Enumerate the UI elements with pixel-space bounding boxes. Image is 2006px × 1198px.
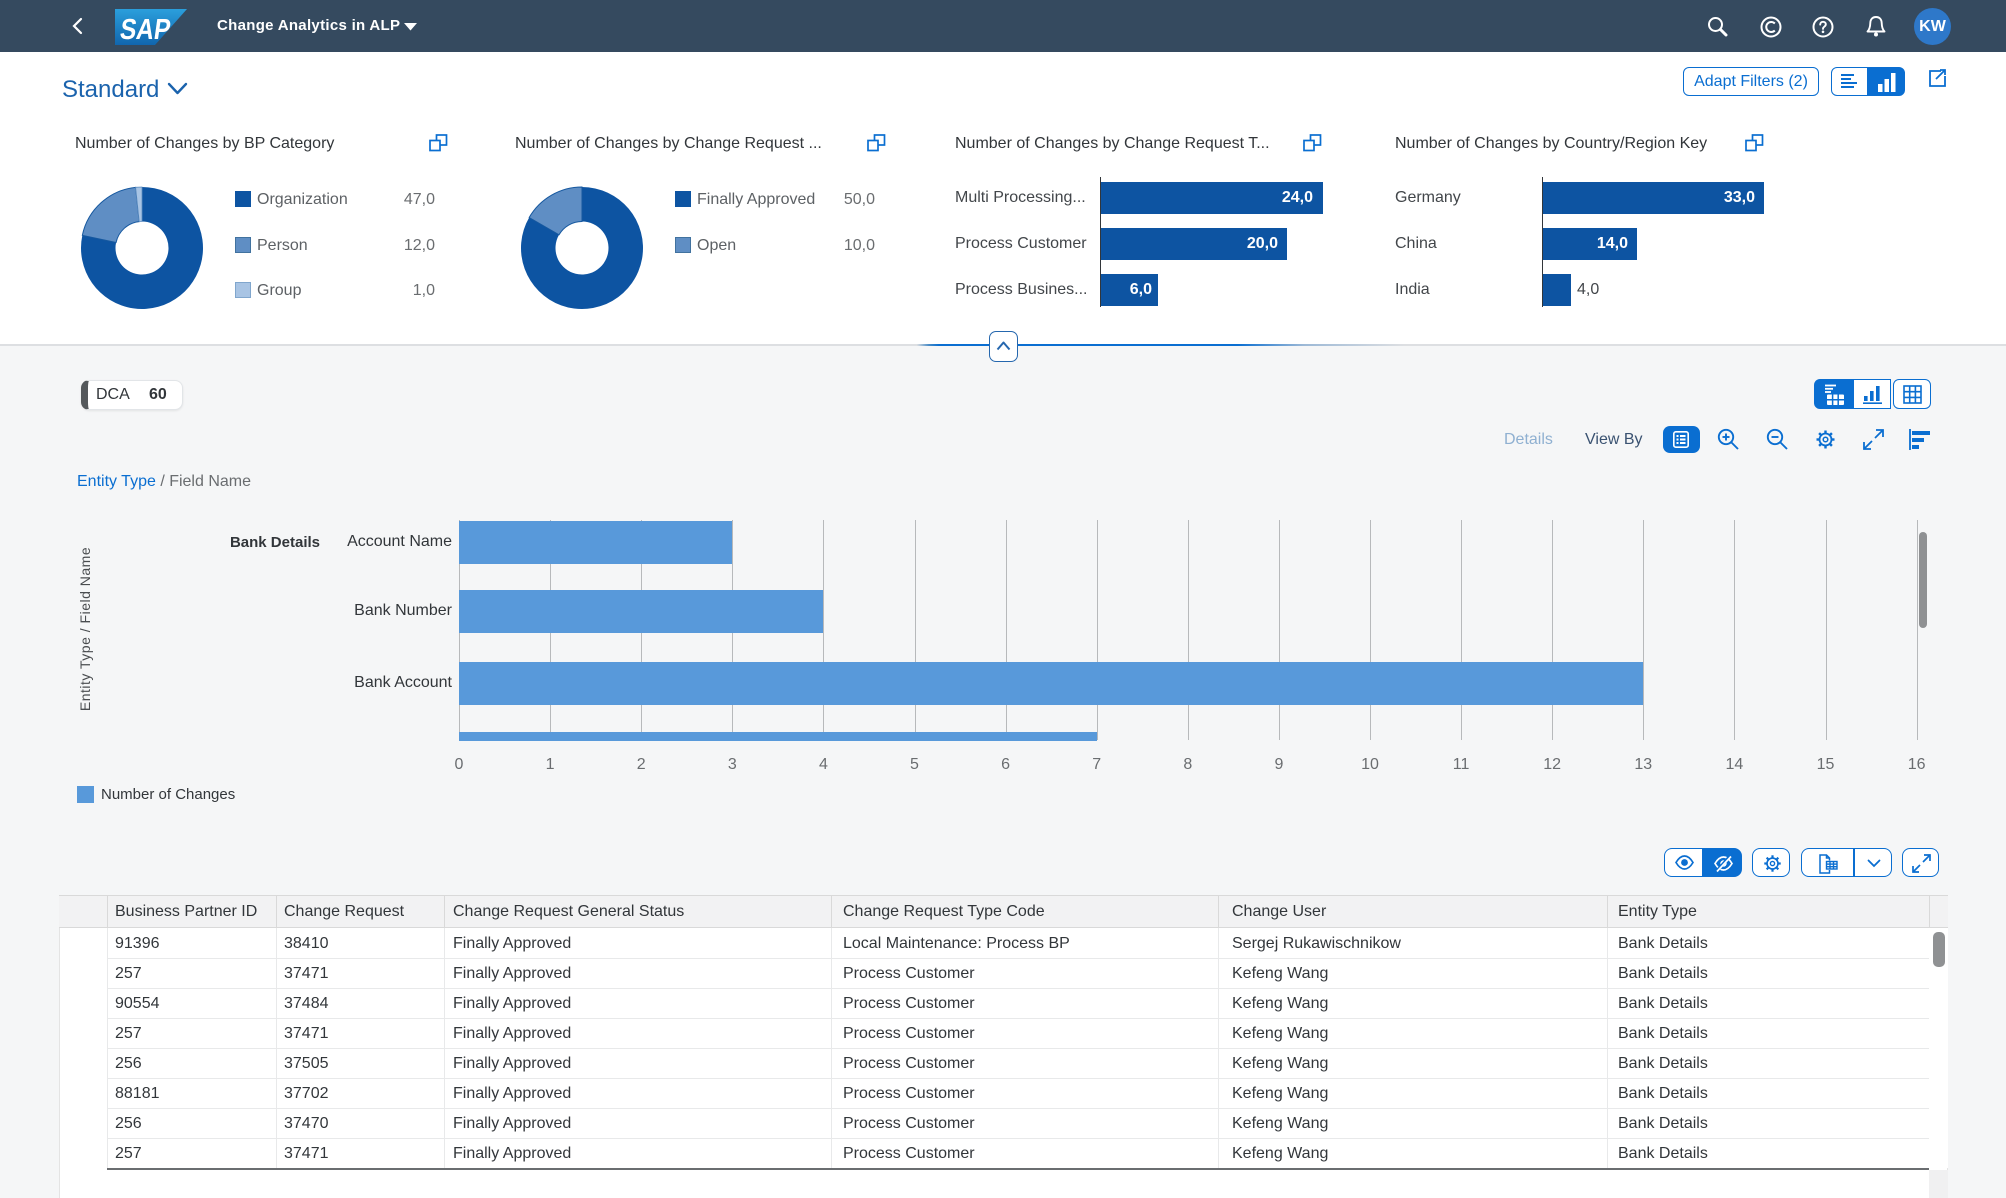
svg-text:SAP: SAP — [118, 13, 173, 45]
